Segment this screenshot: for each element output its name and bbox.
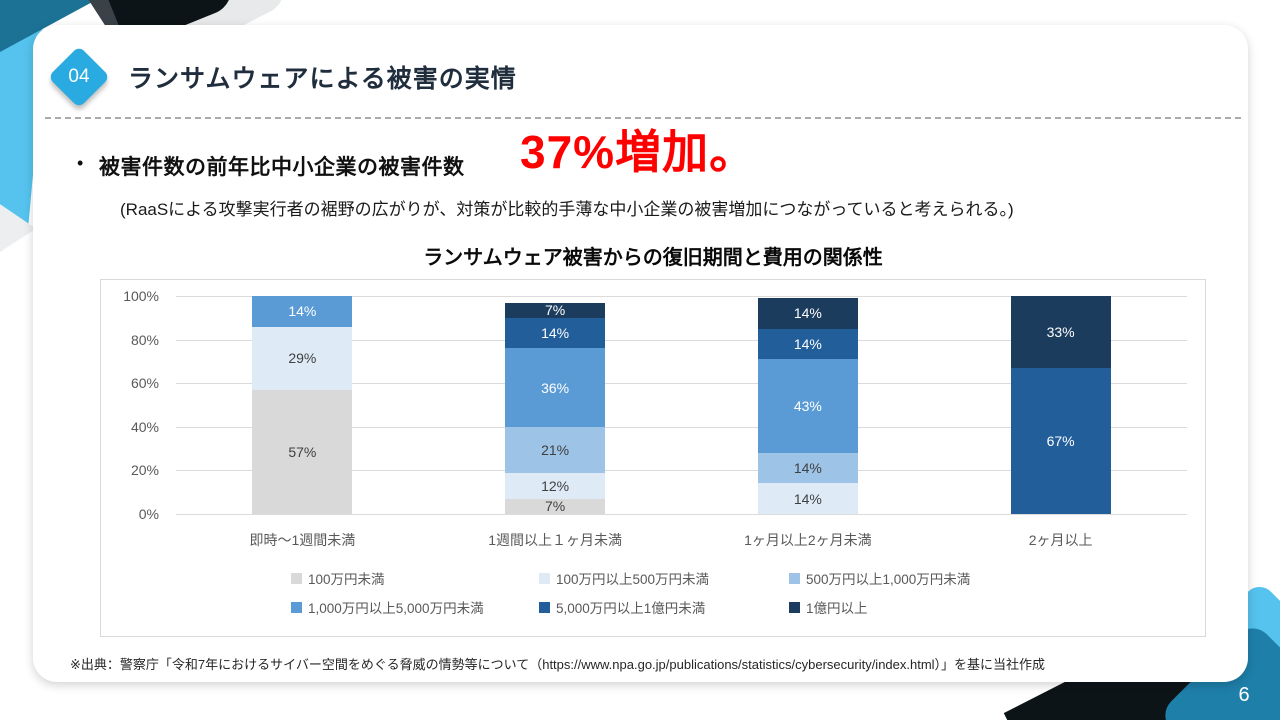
y-axis-tick: 60% (130, 375, 159, 392)
slide-title: ランサムウェアによる被害の実情 (128, 65, 517, 93)
y-axis-tick: 40% (130, 418, 159, 435)
bar-segment-label: 12% (541, 477, 570, 494)
gridline (176, 296, 1187, 297)
bar-segment: 7% (505, 498, 606, 515)
legend-item: 1,000万円以上5,000万円未満 (291, 597, 539, 617)
bar-segment-label: 36% (541, 379, 570, 396)
legend-swatch (291, 601, 302, 613)
bar-segment: 29% (252, 326, 353, 390)
bar-segment: 14% (757, 328, 858, 360)
y-axis-tick: 80% (130, 331, 159, 348)
stacked-bar: 14% 14% 43% 14% 14% (757, 296, 858, 514)
stacked-bar: 67% 33% (1010, 296, 1111, 514)
bar-segment-label: 14% (793, 460, 822, 477)
bar-segment-label: 43% (793, 398, 822, 415)
bar-slot: 7% 12% 21% 36% 14% 7% (429, 296, 682, 514)
bar-segment: 12% (505, 472, 606, 499)
chart-title: ランサムウェア被害からの復旧期間と費用の関係性 (423, 247, 883, 269)
legend-label: 1,000万円以上5,000万円未満 (308, 601, 484, 616)
legend-label: 5,000万円以上1億円未満 (556, 601, 706, 616)
header-divider (45, 117, 1241, 119)
bar-segment-label: 21% (541, 441, 570, 458)
bar-slot: 14% 14% 43% 14% 14% (682, 296, 935, 514)
legend-label: 100万円未満 (308, 572, 385, 587)
x-category-label: 1週間以上１ヶ月未満 (488, 532, 623, 548)
gridline (176, 426, 1187, 428)
x-category-label: 2ヶ月以上 (1028, 532, 1093, 548)
legend-label: 1億円以上 (806, 601, 868, 616)
bar-segment-label: 14% (541, 325, 570, 342)
source-footnote: ※出典：警察庁「令和7年におけるサイバー空間をめぐる脅威の情勢等について（htt… (70, 657, 1046, 672)
gridline (176, 514, 1187, 515)
x-category-label: 1ヶ月以上2ヶ月未満 (744, 532, 872, 548)
bullet-note-text: (RaaSによる攻撃実行者の裾野の広がりが、対策が比較的手薄な中小企業の被害増加… (120, 200, 1014, 219)
bar-segment: 36% (505, 348, 606, 427)
bar-segment: 14% (757, 452, 858, 484)
y-axis: 100% 80% 60% 40% 20% 0% (101, 288, 165, 522)
bar-segment: 43% (757, 359, 858, 453)
bar-slot: 67% 33% (934, 296, 1187, 514)
y-axis-tick: 100% (123, 288, 159, 304)
bar-segment-label: 33% (1046, 323, 1075, 340)
plot-area: 57% 29% 14% 7% 12% 21% 36% 14% 7% 14% 14% 43% 14% 14%… (176, 296, 1187, 515)
legend-item: 500万円以上1,000万円未満 (789, 568, 1109, 588)
stacked-bar: 57% 29% 14% (252, 296, 353, 514)
bar-segment-label: 57% (288, 443, 317, 460)
x-category-label: 即時～1週間未満 (249, 532, 356, 548)
bar-segment: 57% (252, 389, 353, 514)
x-axis: 即時～1週間未満 1週間以上１ヶ月未満 1ヶ月以上2ヶ月未満 2ヶ月以上 (176, 530, 1187, 550)
legend-label: 500万円以上1,000万円未満 (806, 572, 971, 587)
bullet-lead-text: 被害件数の前年比中小企業の被害件数 (99, 156, 465, 179)
gridline (176, 383, 1187, 385)
slide-card: 04 ランサムウェアによる被害の実情 • 被害件数の前年比中小企業の被害件数 3… (33, 25, 1248, 682)
legend-swatch (789, 572, 800, 584)
gridline (176, 470, 1187, 472)
chart-box: 100% 80% 60% 40% 20% 0% 57% 29% 14% 7% 12% 21% 36% 1… (100, 279, 1206, 637)
bar-segment-label: 14% (288, 303, 317, 320)
bar-segment: 14% (252, 296, 353, 327)
bar-segment-label: 29% (288, 350, 317, 367)
bar-segment: 14% (505, 317, 606, 349)
bar-segment: 33% (1010, 296, 1111, 368)
bar-segment-label: 14% (793, 305, 822, 322)
section-number-label: 04 (68, 66, 90, 87)
legend-swatch (539, 572, 550, 584)
bullet-marker: • (77, 153, 84, 173)
bar-segment: 21% (505, 426, 606, 473)
bar-segment: 14% (757, 298, 858, 329)
legend-item: 1億円以上 (789, 597, 1109, 617)
bars-layer: 57% 29% 14% 7% 12% 21% 36% 14% 7% 14% 14% 43% 14% 14%… (176, 296, 1187, 514)
legend-item: 5,000万円以上1億円未満 (539, 597, 789, 617)
bar-segment: 7% (505, 302, 606, 319)
y-axis-tick: 0% (138, 506, 159, 522)
y-axis-tick: 20% (130, 462, 159, 479)
legend-item: 100万円未満 (291, 568, 539, 588)
page-number: 6 (1238, 684, 1250, 706)
gridline (176, 339, 1187, 341)
bar-segment-label: 14% (793, 335, 822, 352)
legend-item: 100万円以上500万円未満 (539, 568, 789, 588)
stacked-bar: 7% 12% 21% 36% 14% 7% (505, 296, 606, 515)
highlight-37-percent: 37%増加。 (520, 126, 757, 178)
legend-swatch (291, 572, 302, 584)
legend-swatch (789, 601, 800, 613)
legend-label: 100万円以上500万円未満 (556, 572, 710, 587)
bar-segment-label: 14% (793, 490, 822, 507)
bar-segment-label: 67% (1046, 432, 1075, 449)
chart-legend: 100万円未満 100万円以上500万円未満 500万円以上1,000万円未満 1,0… (291, 568, 1109, 617)
legend-swatch (539, 601, 550, 613)
bar-slot: 57% 29% 14% (176, 296, 429, 514)
bar-segment-label: 7% (545, 498, 566, 515)
bar-segment-label: 7% (545, 302, 566, 319)
bar-segment: 14% (757, 483, 858, 514)
bar-segment: 67% (1010, 367, 1111, 514)
